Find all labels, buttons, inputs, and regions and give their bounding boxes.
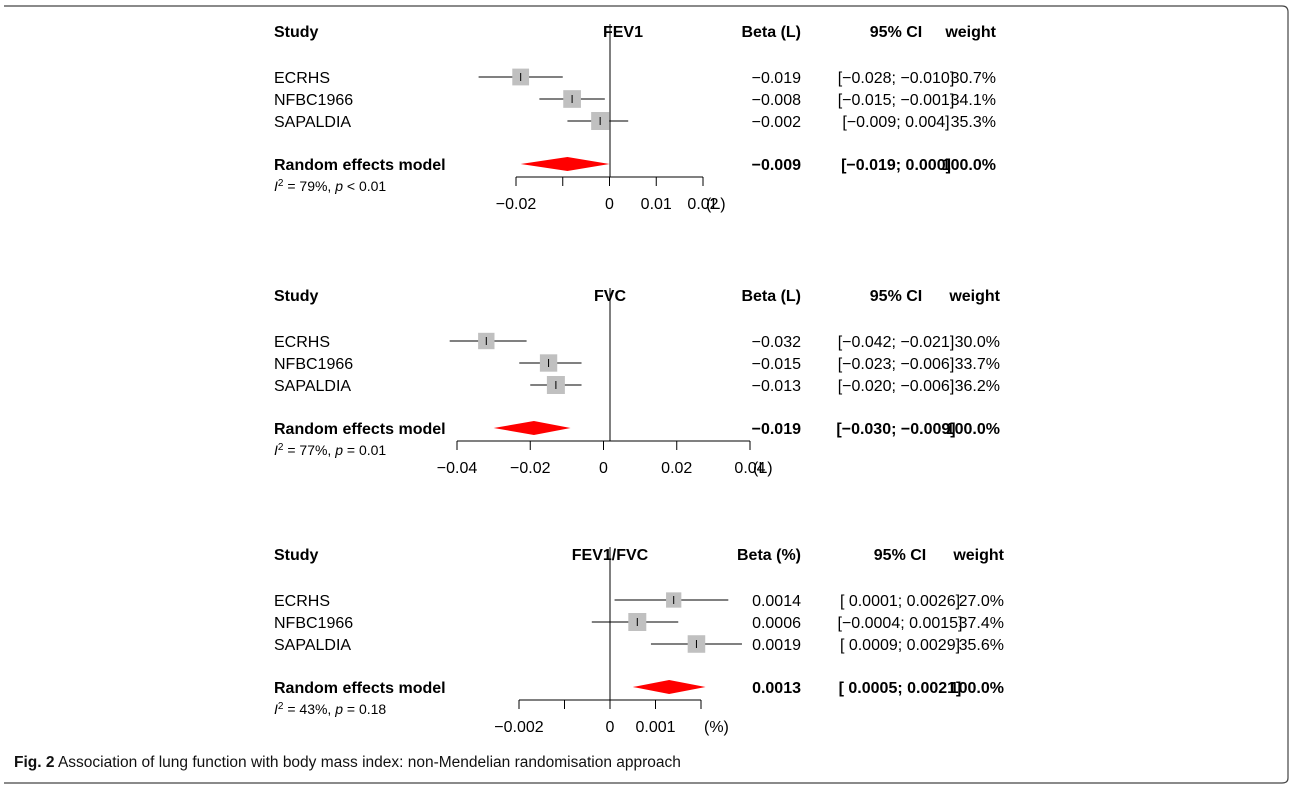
x-axis-unit: (%) [704, 719, 729, 736]
study-estimate: 0.0006 [752, 615, 801, 632]
x-tick-label: 0.04 [734, 460, 765, 477]
study-weight: 34.1% [951, 92, 996, 109]
pooled-weight: 100.0% [946, 421, 1000, 438]
header-weight: weight [944, 24, 996, 41]
heterogeneity-stat: I2 = 43%, p = 0.18 [274, 701, 386, 718]
x-tick-label: −0.02 [496, 196, 537, 213]
header-estimate: Beta (%) [737, 547, 801, 564]
study-weight: 36.2% [955, 378, 1000, 395]
study-name: SAPALDIA [274, 114, 351, 131]
caption-text: Association of lung function with body m… [57, 754, 681, 771]
study-ci: [−0.028; −0.010] [838, 70, 955, 87]
study-estimate: 0.0014 [752, 593, 801, 610]
x-tick-label: 0.02 [687, 196, 718, 213]
pooled-estimate: 0.0013 [752, 680, 801, 697]
pooled-ci: [−0.030; −0.009] [836, 421, 955, 438]
x-tick-label: 0.01 [641, 196, 672, 213]
header-estimate: Beta (L) [741, 24, 801, 41]
study-name: ECRHS [274, 593, 330, 610]
pooled-name: Random effects model [274, 680, 446, 697]
study-name: SAPALDIA [274, 637, 351, 654]
study-weight: 27.0% [959, 593, 1004, 610]
study-ci: [−0.009; 0.004] [842, 114, 949, 131]
forest-panel-fev1: Study FEV1 Beta (L) 95% CI weight ECRHS −0.019… [274, 24, 997, 213]
study-weight: 33.7% [955, 356, 1000, 373]
header-ci: 95% CI [874, 547, 926, 564]
x-tick-label: 0 [605, 196, 614, 213]
pooled-diamond [493, 421, 571, 435]
header-estimate: Beta (L) [741, 288, 801, 305]
study-weight: 35.6% [959, 637, 1004, 654]
pooled-diamond [520, 157, 610, 171]
heterogeneity-stat: I2 = 79%, p < 0.01 [274, 178, 386, 195]
study-name: NFBC1966 [274, 615, 353, 632]
study-estimate: −0.019 [752, 70, 801, 87]
pooled-estimate: −0.009 [752, 157, 801, 174]
header-weight: weight [948, 288, 1000, 305]
study-ci: [−0.020; −0.006] [838, 378, 955, 395]
pooled-name: Random effects model [274, 157, 446, 174]
header-ci: 95% CI [870, 288, 922, 305]
pooled-ci: [ 0.0005; 0.0021] [839, 680, 962, 697]
pooled-weight: 100.0% [942, 157, 996, 174]
heterogeneity-stat: I2 = 77%, p = 0.01 [274, 442, 386, 459]
study-estimate: 0.0019 [752, 637, 801, 654]
study-name: NFBC1966 [274, 92, 353, 109]
x-tick-label: 0.001 [635, 719, 675, 736]
pooled-weight: 100.0% [950, 680, 1004, 697]
header-ci: 95% CI [870, 24, 922, 41]
study-estimate: −0.008 [752, 92, 801, 109]
x-tick-label: 0 [599, 460, 608, 477]
study-name: NFBC1966 [274, 356, 353, 373]
caption-label: Fig. 2 [14, 754, 55, 771]
pooled-ci: [−0.019; 0.000] [841, 157, 951, 174]
study-ci: [ 0.0009; 0.0029] [840, 637, 960, 654]
figure-caption: Fig. 2 Association of lung function with… [14, 754, 681, 772]
panel-title: FEV1 [603, 24, 643, 41]
x-tick-label: 0 [606, 719, 615, 736]
study-name: ECRHS [274, 70, 330, 87]
x-axis-unit: (L) [753, 460, 773, 477]
study-name: ECRHS [274, 334, 330, 351]
pooled-estimate: −0.019 [752, 421, 801, 438]
x-tick-label: 0.02 [661, 460, 692, 477]
study-estimate: −0.032 [752, 334, 801, 351]
header-study: Study [274, 547, 319, 564]
study-estimate: −0.013 [752, 378, 801, 395]
x-axis-unit: (L) [706, 196, 726, 213]
study-ci: [ 0.0001; 0.0026] [840, 593, 960, 610]
study-ci: [−0.023; −0.006] [838, 356, 955, 373]
study-weight: 30.0% [955, 334, 1000, 351]
header-weight: weight [952, 547, 1004, 564]
study-ci: [−0.015; −0.001] [838, 92, 955, 109]
study-weight: 30.7% [951, 70, 996, 87]
x-tick-label: −0.002 [494, 719, 543, 736]
study-estimate: −0.015 [752, 356, 801, 373]
study-estimate: −0.002 [752, 114, 801, 131]
pooled-name: Random effects model [274, 421, 446, 438]
x-tick-label: −0.02 [510, 460, 551, 477]
study-name: SAPALDIA [274, 378, 351, 395]
study-weight: 37.4% [959, 615, 1004, 632]
study-ci: [−0.042; −0.021] [838, 334, 955, 351]
pooled-diamond [632, 680, 706, 694]
header-study: Study [274, 288, 319, 305]
study-weight: 35.3% [951, 114, 996, 131]
header-study: Study [274, 24, 319, 41]
study-ci: [−0.0004; 0.0015] [838, 615, 963, 632]
figure-border [4, 5, 1289, 784]
x-tick-label: −0.04 [437, 460, 478, 477]
